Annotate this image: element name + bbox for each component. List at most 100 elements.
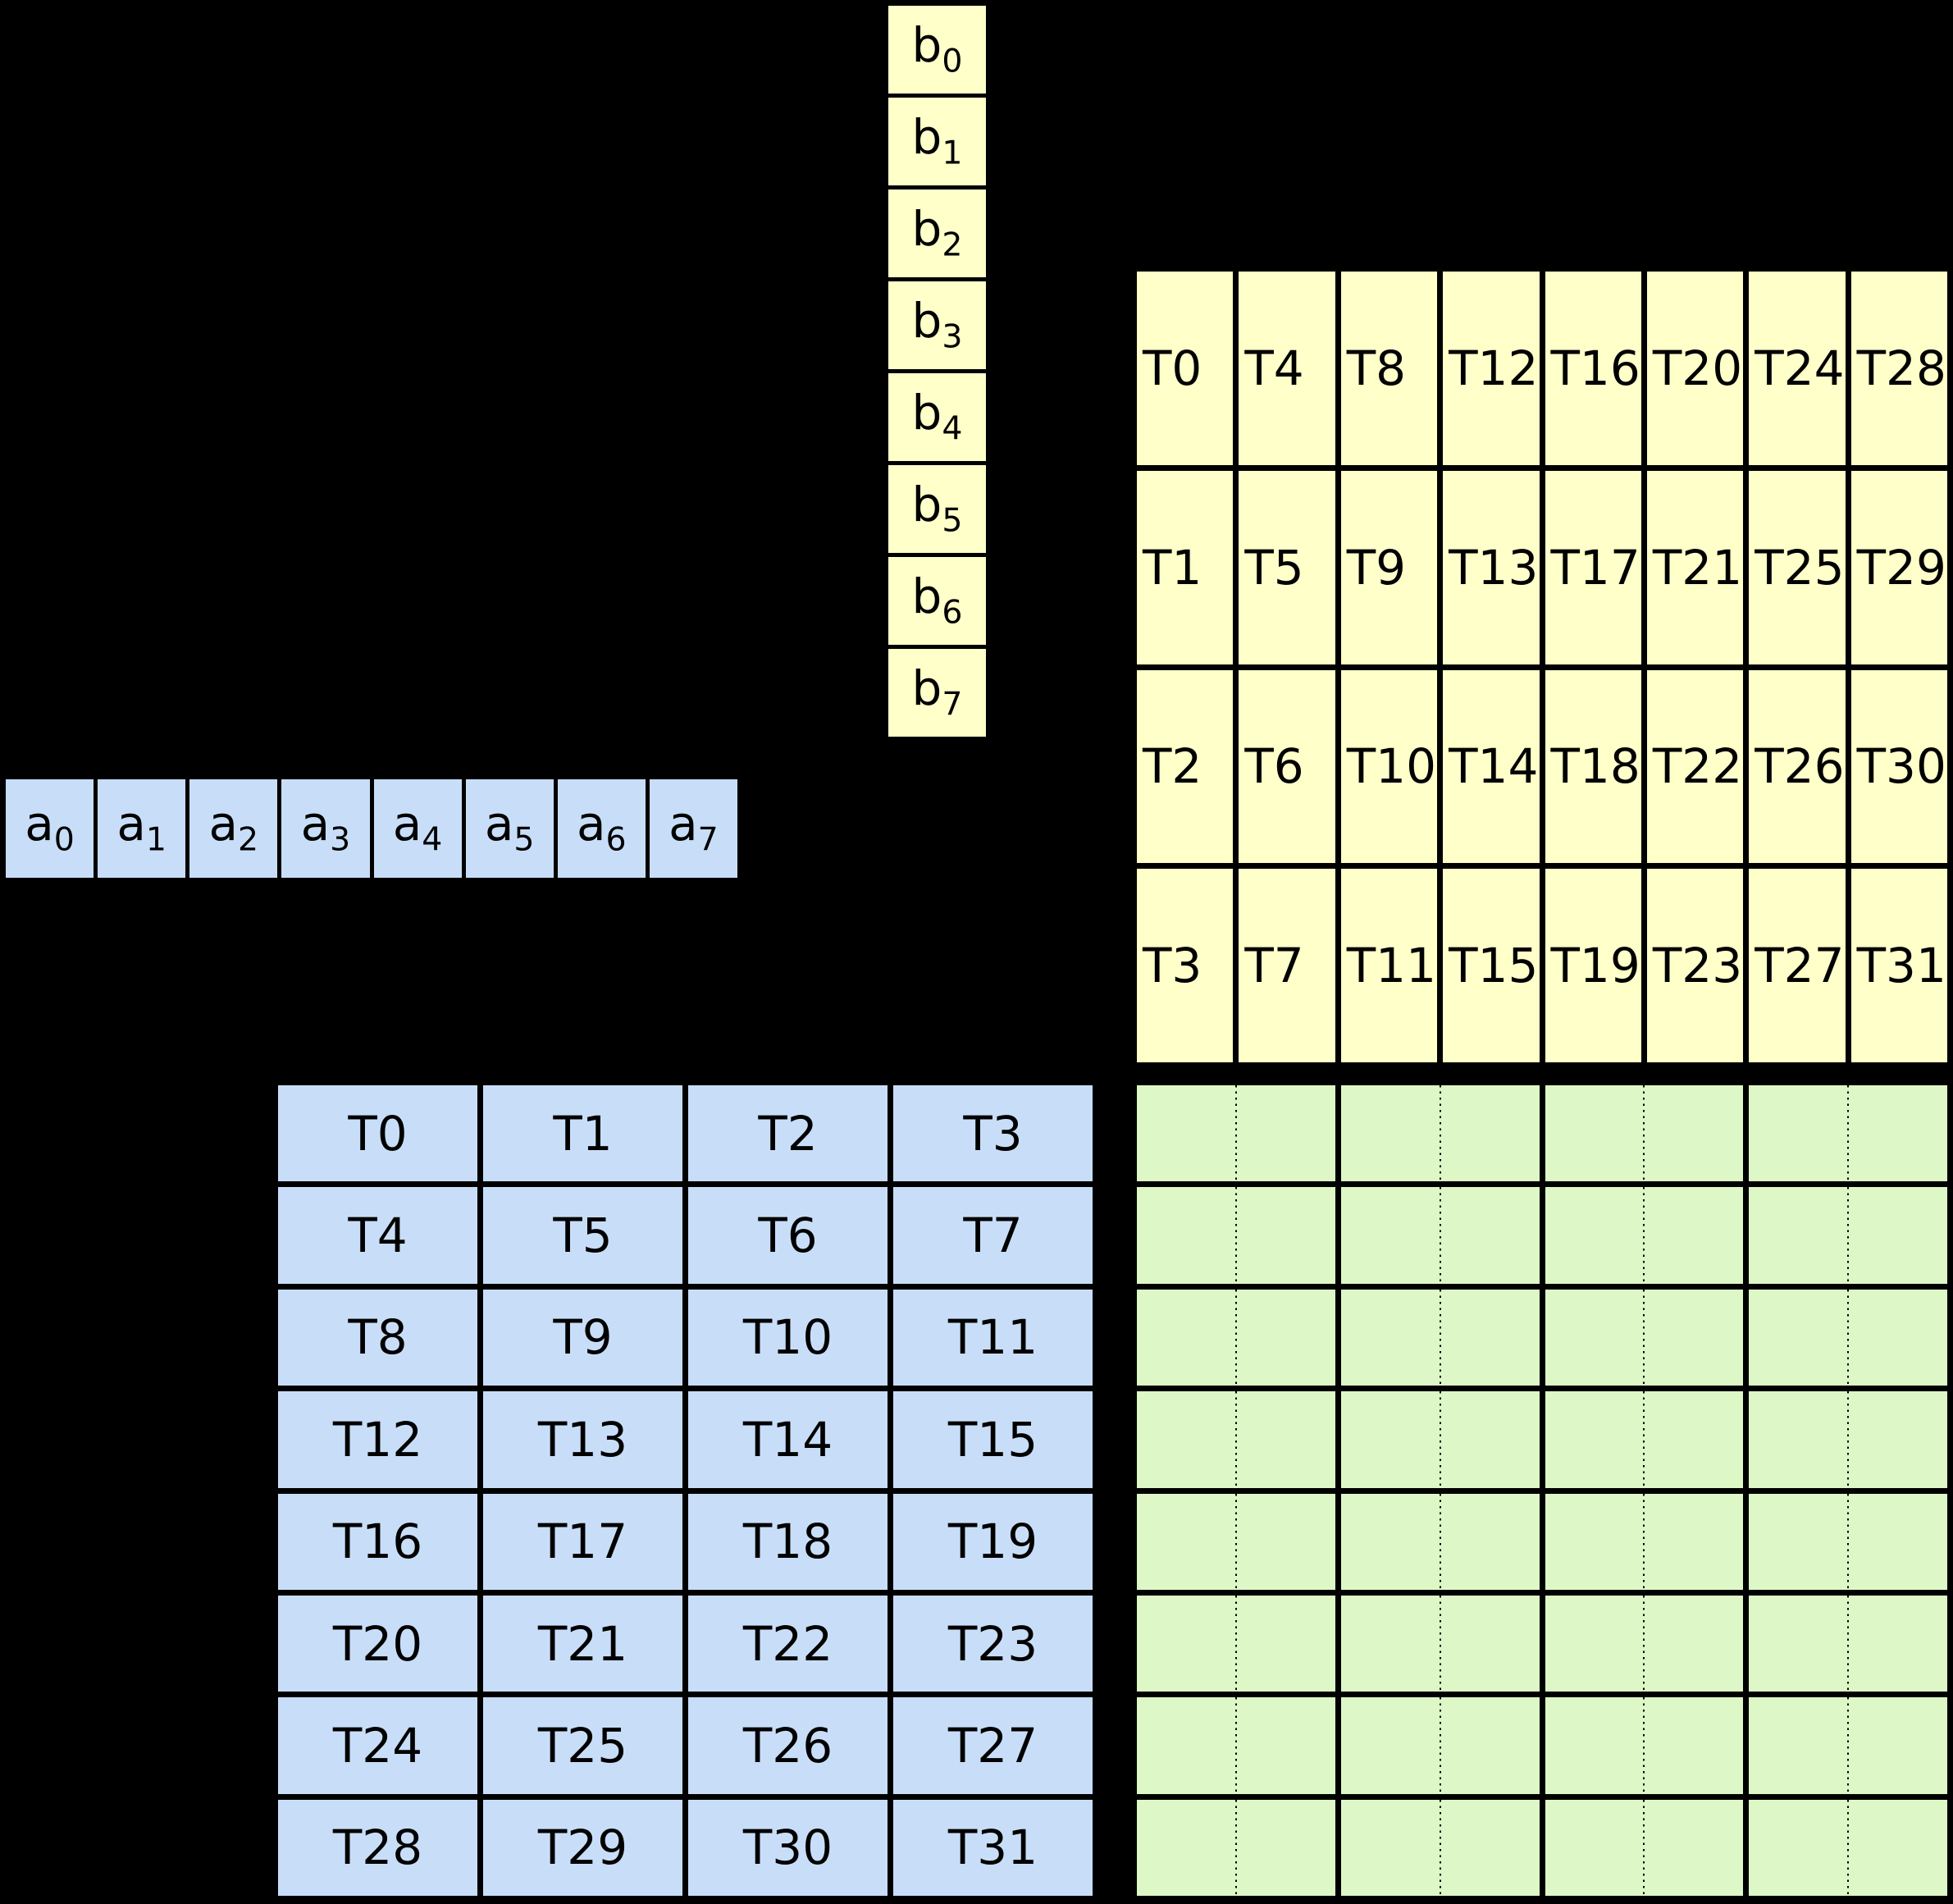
- yellow-thread-cell: T14: [1443, 669, 1540, 864]
- blue-thread-cell: T1: [483, 1085, 682, 1182]
- result-cell: [1545, 1493, 1744, 1590]
- b-vector-label: b1: [912, 113, 963, 170]
- a-vector-label: a0: [25, 800, 75, 856]
- b-vector-cell: b3: [888, 281, 986, 369]
- dotted-divider: [1439, 1595, 1441, 1692]
- thread-label: T19: [1550, 938, 1640, 994]
- yellow-thread-cell: T23: [1646, 869, 1744, 1062]
- result-cell: [1545, 1289, 1744, 1386]
- a-vector-label-subscript: 2: [238, 821, 259, 860]
- thread-label: T11: [947, 1309, 1038, 1366]
- b-vector-label-subscript: 3: [942, 317, 963, 356]
- dotted-divider: [1643, 1391, 1645, 1488]
- yellow-thread-cell: T7: [1239, 869, 1335, 1062]
- a-vector-label-subscript: 3: [330, 821, 351, 860]
- b-vector-label: b6: [912, 573, 963, 629]
- dotted-divider: [1234, 1697, 1237, 1794]
- blue-thread-cell: T31: [893, 1799, 1093, 1896]
- dotted-divider: [1439, 1493, 1441, 1590]
- dotted-divider: [1847, 1289, 1850, 1386]
- thread-label: T13: [537, 1411, 628, 1468]
- thread-label: T3: [963, 1105, 1023, 1162]
- yellow-thread-cell: T20: [1646, 272, 1744, 465]
- blue-thread-cell: T20: [278, 1595, 477, 1692]
- dotted-divider: [1439, 1697, 1441, 1794]
- blue-thread-cell: T6: [688, 1187, 888, 1284]
- thread-label: T17: [1550, 539, 1640, 596]
- thread-label: T27: [947, 1717, 1038, 1774]
- result-cell: [1749, 1595, 1947, 1692]
- result-cell: [1545, 1085, 1744, 1182]
- blue-thread-cell: T25: [483, 1697, 682, 1794]
- yellow-thread-cell: T4: [1239, 272, 1335, 465]
- thread-label: T17: [537, 1514, 628, 1570]
- thread-label: T6: [758, 1208, 818, 1264]
- a-vector: a0 a1 a2 a3 a4 a5 a6 a7: [2, 775, 742, 882]
- dotted-divider: [1847, 1595, 1850, 1692]
- a-vector-label: a4: [393, 800, 443, 856]
- thread-label: T14: [742, 1411, 833, 1468]
- blue-thread-cell: T8: [278, 1289, 477, 1386]
- yellow-thread-cell: T19: [1545, 869, 1641, 1062]
- a-vector-label-base: a: [25, 796, 54, 852]
- thread-label: T2: [758, 1105, 818, 1162]
- result-cell: [1749, 1391, 1947, 1488]
- blue-thread-cell: T7: [893, 1187, 1093, 1284]
- dotted-divider: [1234, 1289, 1237, 1386]
- thread-label: T0: [348, 1105, 408, 1162]
- thread-label: T9: [553, 1309, 613, 1366]
- thread-label: T22: [1652, 738, 1743, 795]
- dotted-divider: [1847, 1493, 1850, 1590]
- dotted-divider: [1234, 1799, 1237, 1896]
- yellow-thread-cell: T18: [1545, 669, 1641, 864]
- thread-label: T24: [332, 1717, 423, 1774]
- dotted-divider: [1847, 1799, 1850, 1896]
- blue-thread-cell: T10: [688, 1289, 888, 1386]
- b-vector-label-subscript: 0: [942, 42, 963, 80]
- thread-label: T15: [947, 1411, 1038, 1468]
- thread-label: T8: [348, 1309, 408, 1366]
- dotted-divider: [1439, 1289, 1441, 1386]
- thread-label: T23: [1652, 938, 1743, 994]
- result-cell: [1749, 1085, 1947, 1182]
- thread-label: T15: [1449, 938, 1539, 994]
- a-vector-label-base: a: [576, 796, 606, 852]
- b-vector-cell: b6: [888, 557, 986, 645]
- thread-label: T22: [742, 1615, 833, 1672]
- thread-label: T18: [742, 1514, 833, 1570]
- thread-grid-row-major: T0 T1 T2 T3 T4 T5 T6 T7 T8 T9 T10 T11 T12 T13 T14 T15 T1…: [272, 1080, 1098, 1902]
- yellow-thread-cell: T3: [1137, 869, 1234, 1062]
- result-cell: [1749, 1697, 1947, 1794]
- yellow-thread-cell: T25: [1749, 470, 1846, 664]
- result-cell: [1137, 1391, 1335, 1488]
- dotted-divider: [1234, 1391, 1237, 1488]
- a-vector-label-subscript: 5: [513, 821, 535, 860]
- result-cell: [1545, 1697, 1744, 1794]
- yellow-thread-cell: T24: [1749, 272, 1846, 465]
- thread-label: T3: [1143, 938, 1202, 994]
- b-vector-label-base: b: [911, 16, 942, 73]
- thread-label: T0: [1143, 340, 1202, 396]
- result-cell: [1137, 1493, 1335, 1590]
- a-vector-label: a6: [577, 800, 627, 856]
- thread-label: T14: [1449, 738, 1539, 795]
- result-cell: [1749, 1187, 1947, 1284]
- thread-label: T5: [1244, 539, 1304, 596]
- thread-label: T24: [1755, 340, 1845, 396]
- yellow-thread-cell: T5: [1239, 470, 1335, 664]
- thread-label: T18: [1550, 738, 1640, 795]
- yellow-thread-cell: T12: [1443, 272, 1540, 465]
- result-cell: [1137, 1697, 1335, 1794]
- thread-label: T16: [1550, 340, 1640, 396]
- thread-label: T4: [348, 1208, 408, 1264]
- blue-thread-cell: T23: [893, 1595, 1093, 1692]
- result-cell: [1340, 1289, 1540, 1386]
- thread-label: T11: [1346, 938, 1436, 994]
- thread-label: T5: [553, 1208, 613, 1264]
- b-vector-label: b4: [912, 389, 963, 445]
- b-vector: b0 b1 b2 b3 b4 b5 b6 b7: [884, 2, 990, 741]
- yellow-thread-cell: T0: [1137, 272, 1234, 465]
- b-vector-cell: b4: [888, 373, 986, 461]
- yellow-thread-cell: T29: [1850, 470, 1947, 664]
- thread-grid-column-major: T0 T4 T8 T12 T16 T20 T24 T28 T1 T5 T9 T13 T17 T21 T25 T…: [1131, 266, 1953, 1068]
